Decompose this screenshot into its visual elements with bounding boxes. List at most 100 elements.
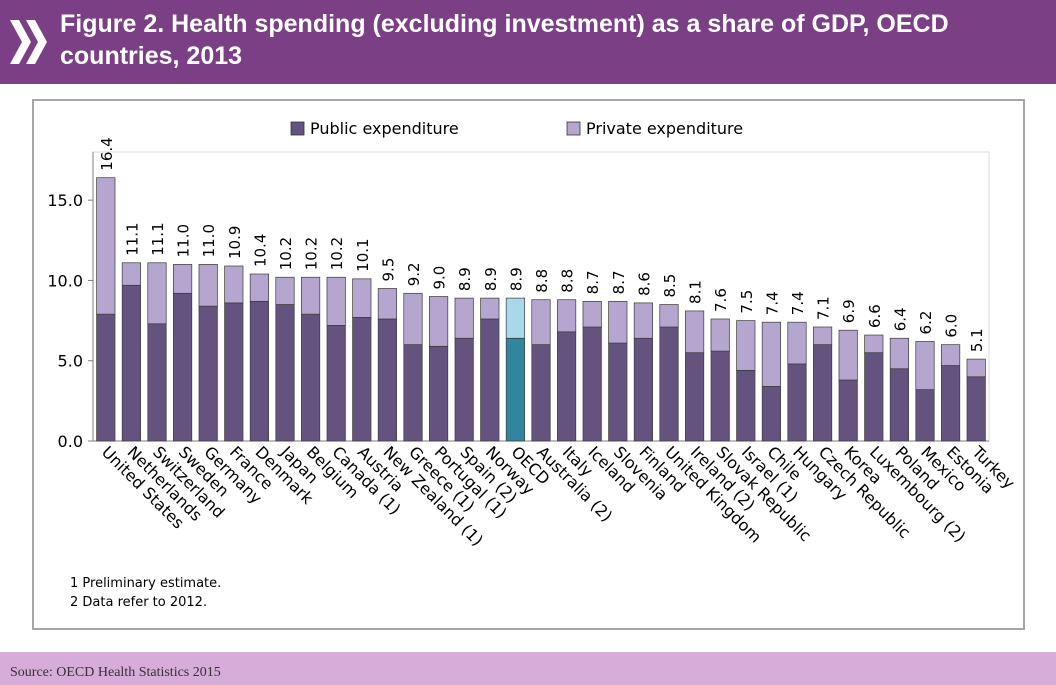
bar-public (224, 302, 244, 442)
value-labels-group: 16.4 11.1 11.1 11.0 11.0 10.9 10.4 10.2 10.2 10.2… (98, 137, 986, 352)
bar-private (377, 288, 397, 320)
legend-label-public: Public expenditure (310, 119, 459, 138)
bar-public (275, 304, 295, 442)
value-label: 11.1 (123, 222, 141, 255)
value-label: 11.0 (175, 224, 193, 257)
value-label: 7.5 (738, 290, 756, 314)
bar-private (838, 329, 858, 381)
value-label: 6.6 (866, 304, 884, 328)
value-label: 6.0 (943, 314, 961, 338)
value-label: 16.4 (98, 137, 116, 170)
bar-private (224, 265, 244, 304)
value-label: 7.4 (789, 291, 807, 315)
bar-public (96, 313, 116, 442)
chart-frame: 0.0 5.0 10.0 15.0 16.4 11.1 11.1 11.0 11.0 10.9 1… (32, 99, 1025, 630)
value-label: 7.4 (763, 291, 781, 315)
bar-public (736, 370, 756, 442)
value-label: 8.8 (559, 269, 577, 293)
source-text: Source: OECD Health Statistics 2015 (10, 665, 221, 680)
value-label: 6.2 (917, 311, 935, 335)
bar-private (941, 344, 961, 366)
value-label: 10.2 (328, 237, 346, 270)
value-label: 8.5 (661, 274, 679, 298)
bar-public (659, 326, 679, 442)
bar-private (915, 341, 935, 390)
value-label: 7.1 (815, 296, 833, 320)
bar-private (813, 326, 833, 346)
bar-public (710, 350, 730, 442)
bar-private (864, 334, 884, 354)
bar-public (557, 331, 577, 442)
bar-public (864, 352, 884, 442)
bar-private (275, 276, 295, 305)
bar-public (787, 363, 807, 442)
bar-public (377, 318, 397, 442)
bar-public (352, 317, 372, 442)
bar-private (966, 358, 986, 378)
bar-private (96, 177, 116, 315)
bar-private (326, 276, 346, 326)
bar-public (813, 344, 833, 442)
value-label: 10.4 (251, 234, 269, 267)
bar-private (557, 299, 577, 333)
oecd-chevron-logo-icon (10, 20, 47, 64)
bar-public (301, 313, 321, 442)
footnote-1: 1 Preliminary estimate. (70, 576, 222, 591)
value-label: 11.0 (200, 224, 218, 257)
value-label: 10.9 (226, 226, 244, 259)
bar-public (454, 337, 474, 442)
value-label: 9.0 (431, 266, 449, 290)
bar-public (941, 365, 961, 442)
bar-private (429, 296, 449, 347)
bar-public (429, 345, 449, 442)
bar-private (531, 299, 551, 346)
bar-public (608, 342, 628, 442)
y-tick-label: 10.0 (47, 271, 83, 290)
value-label: 9.5 (379, 258, 397, 282)
bar-private (147, 262, 167, 325)
bar-public (403, 344, 423, 442)
bar-public (147, 323, 167, 442)
y-tick-label: 0.0 (58, 432, 83, 451)
value-label: 8.9 (482, 267, 500, 291)
footnote-2: 2 Data refer to 2012. (70, 595, 208, 610)
bar-private (454, 297, 474, 339)
value-label: 6.9 (840, 299, 858, 323)
bar-public (966, 376, 986, 442)
bar-private (633, 302, 653, 339)
value-label: 10.2 (303, 237, 321, 270)
figure-title: Figure 2. Health spending (excluding inv… (60, 10, 949, 70)
category-labels-group: United StatesNetherlandsSwitzerlandSwede… (98, 442, 1019, 550)
y-tick-label: 5.0 (58, 352, 83, 371)
value-label: 8.7 (610, 270, 628, 294)
value-label: 8.1 (687, 280, 705, 304)
bar-public (480, 318, 500, 442)
bar-public (121, 284, 141, 442)
bar-public (633, 337, 653, 442)
value-label: 8.9 (456, 267, 474, 291)
footnotes: 1 Preliminary estimate. 2 Data refer to … (70, 574, 221, 612)
bar-private (787, 321, 807, 365)
value-label: 7.6 (712, 288, 730, 312)
bar-public (249, 300, 269, 442)
bar-public (173, 292, 193, 442)
y-tick-label: 15.0 (47, 191, 83, 210)
value-label: 9.2 (405, 262, 423, 286)
bar-private (889, 337, 909, 370)
bar-private (608, 300, 628, 344)
source-footer: Source: OECD Health Statistics 2015 (0, 652, 1056, 685)
stacked-bar-chart: 0.05.010.015.0 16.411.1 11.1 11.0 11.0 10.9 1… (47, 119, 1019, 550)
bar-public (326, 325, 346, 442)
bar-public (915, 389, 935, 442)
bar-private (403, 292, 423, 346)
bar-private (685, 310, 705, 354)
bar-private (173, 264, 193, 294)
bar-public (582, 326, 602, 442)
bar-private (480, 297, 500, 320)
figure-header: Figure 2. Health spending (excluding inv… (0, 0, 1056, 84)
legend-label-private: Private expenditure (586, 119, 743, 138)
bar-public (198, 305, 218, 442)
value-label: 8.8 (533, 269, 551, 293)
bar-public (531, 344, 551, 442)
bars-group (96, 177, 986, 442)
